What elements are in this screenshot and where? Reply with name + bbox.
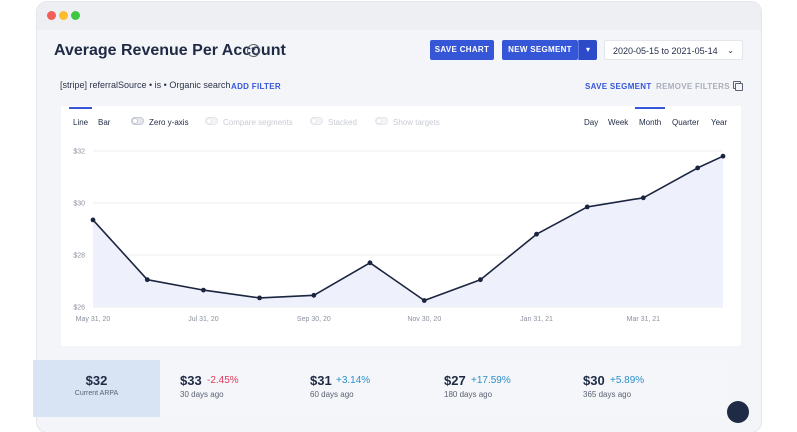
active-filter[interactable]: [stripe] referralSource • is • Organic s… bbox=[60, 80, 231, 90]
stat-value: $30 bbox=[583, 373, 605, 388]
window-titlebar bbox=[37, 2, 761, 30]
data-point bbox=[311, 292, 317, 298]
stat-label: 30 days ago bbox=[180, 390, 224, 399]
data-point bbox=[257, 295, 262, 301]
data-point bbox=[421, 298, 427, 303]
stat-label: 180 days ago bbox=[444, 390, 493, 399]
y-tick-label: $30 bbox=[73, 201, 85, 208]
help-icon[interactable]: ? bbox=[247, 44, 260, 57]
show-targets-label: Show targets bbox=[393, 118, 440, 127]
series-area bbox=[93, 156, 723, 307]
period-month-tab[interactable]: Month bbox=[634, 107, 666, 127]
x-tick-label: Sep 30, 20 bbox=[297, 316, 331, 323]
stat-value: $27 bbox=[444, 373, 466, 388]
stacked-label: Stacked bbox=[328, 118, 357, 127]
period-day-tab[interactable]: Day bbox=[584, 118, 599, 127]
current-arpa-value: $32 bbox=[85, 373, 108, 388]
data-point bbox=[367, 260, 373, 266]
chart-card: Line Bar Zero y-axis Compare segments St… bbox=[61, 106, 741, 346]
data-point bbox=[90, 217, 96, 223]
x-tick-label: Nov 30, 20 bbox=[407, 316, 441, 323]
period-quarter-tab[interactable]: Quarter bbox=[672, 118, 700, 127]
copy-icon[interactable] bbox=[733, 81, 743, 91]
stat-value: $33 bbox=[180, 373, 202, 388]
maximize-window-dot[interactable] bbox=[71, 11, 80, 20]
x-tick-label: Mar 31, 21 bbox=[627, 316, 661, 323]
arpa-line-chart: $26 $28 $30 $32 May 31, 20 Jul 31, 20 Sep 30, … bbox=[73, 149, 726, 323]
show-targets-toggle[interactable] bbox=[375, 117, 388, 125]
compare-segments-label: Compare segments bbox=[223, 118, 293, 127]
data-point bbox=[584, 204, 590, 210]
data-point bbox=[478, 277, 483, 283]
new-segment-button[interactable]: NEW SEGMENT bbox=[502, 40, 578, 60]
y-tick-label: $28 bbox=[73, 253, 85, 260]
stat-change: -2.45% bbox=[207, 375, 239, 386]
stat-label: 60 days ago bbox=[310, 390, 354, 399]
current-arpa-stat: $32 Current ARPA bbox=[33, 360, 160, 417]
compare-segments-toggle[interactable] bbox=[205, 117, 218, 125]
x-tick-label: May 31, 20 bbox=[76, 316, 111, 323]
zero-y-axis-label: Zero y-axis bbox=[149, 118, 189, 127]
y-tick-label: $32 bbox=[73, 149, 85, 156]
chart-type-line-tab[interactable]: Line bbox=[68, 107, 93, 127]
chart-type-bar-tab[interactable]: Bar bbox=[98, 118, 111, 127]
data-point bbox=[640, 195, 646, 201]
y-tick-label: $26 bbox=[73, 305, 85, 312]
x-tick-label: Jul 31, 20 bbox=[188, 316, 218, 323]
zero-y-axis-toggle[interactable] bbox=[131, 117, 144, 125]
stats-bar: $32 Current ARPA $33 -2.45% 30 days ago … bbox=[33, 360, 727, 417]
chat-support-button[interactable] bbox=[727, 401, 749, 423]
stacked-toggle[interactable] bbox=[310, 117, 323, 125]
date-range-picker[interactable]: 2020-05-15 to 2021-05-14 ⌄ bbox=[604, 40, 743, 60]
stat-change: +5.89% bbox=[610, 375, 645, 386]
data-point bbox=[695, 165, 701, 171]
stat-label: 365 days ago bbox=[583, 390, 632, 399]
remove-filters-link[interactable]: REMOVE FILTERS bbox=[656, 82, 730, 91]
data-point bbox=[201, 287, 206, 293]
stat-value: $31 bbox=[310, 373, 332, 388]
x-tick-label: Jan 31, 21 bbox=[520, 316, 553, 323]
minimize-window-dot[interactable] bbox=[59, 11, 68, 20]
stat-change: +17.59% bbox=[471, 375, 511, 386]
chevron-down-icon: ⌄ bbox=[727, 46, 734, 55]
current-arpa-label: Current ARPA bbox=[74, 390, 119, 397]
chevron-down-icon: ▾ bbox=[585, 45, 590, 54]
date-range-value: 2020-05-15 to 2021-05-14 bbox=[613, 46, 718, 56]
close-window-dot[interactable] bbox=[47, 11, 56, 20]
new-segment-dropdown-button[interactable]: ▾ bbox=[578, 40, 597, 60]
page-title: Average Revenue Per Account bbox=[54, 42, 286, 59]
period-week-tab[interactable]: Week bbox=[608, 118, 629, 127]
save-chart-button[interactable]: SAVE CHART bbox=[430, 40, 494, 60]
data-point bbox=[144, 277, 150, 283]
stat-change: +3.14% bbox=[336, 375, 371, 386]
data-point bbox=[534, 231, 539, 237]
data-point bbox=[720, 153, 726, 159]
period-year-tab[interactable]: Year bbox=[711, 118, 728, 127]
add-filter-link[interactable]: ADD FILTER bbox=[231, 82, 281, 91]
save-segment-link[interactable]: SAVE SEGMENT bbox=[585, 82, 652, 91]
